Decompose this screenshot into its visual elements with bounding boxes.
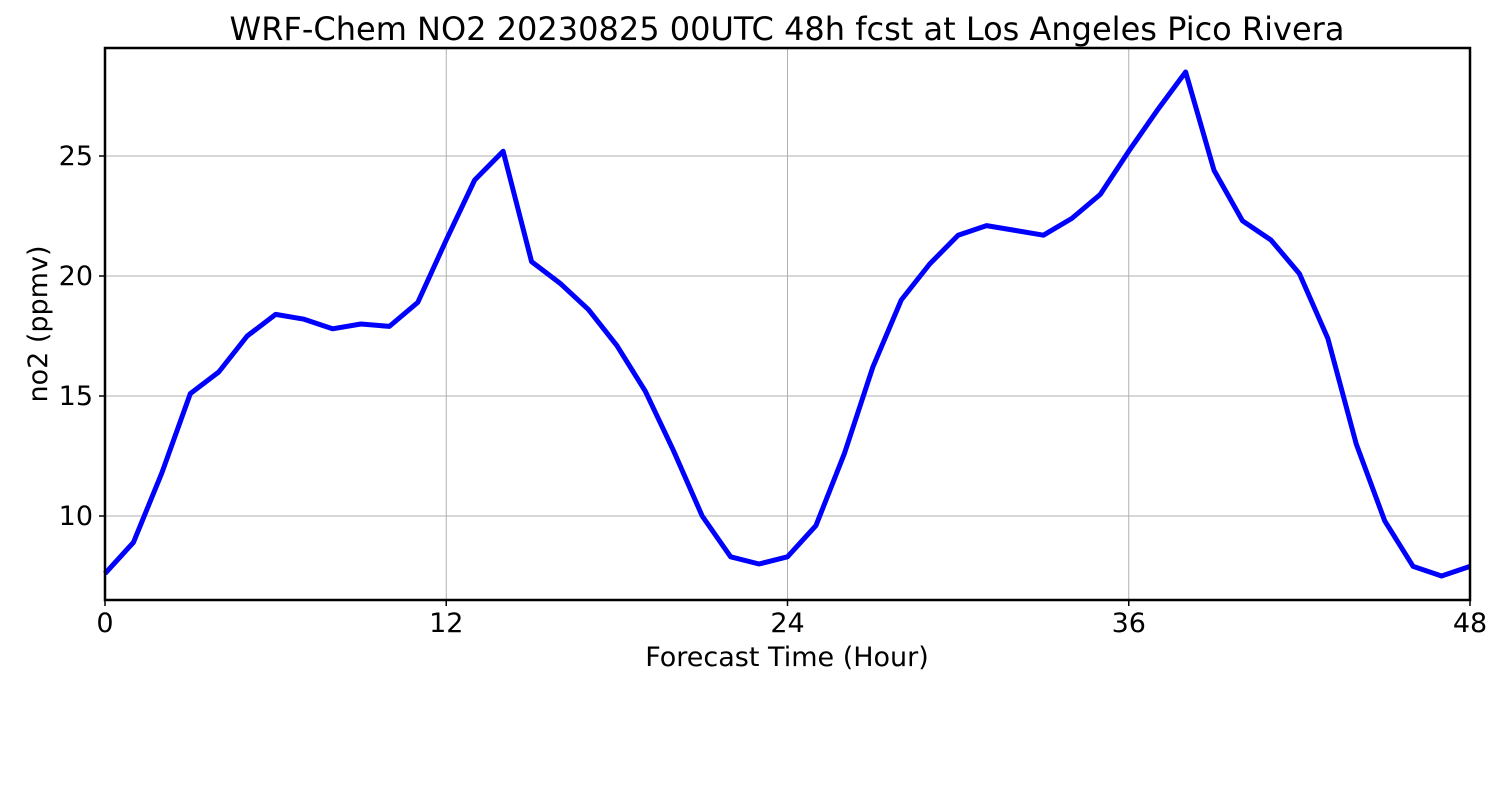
series-layer bbox=[103, 69, 1471, 579]
y-axis-label: no2 (ppmv) bbox=[23, 245, 54, 402]
y-tick-label: 25 bbox=[59, 141, 93, 172]
x-tick-label: 12 bbox=[429, 608, 463, 639]
x-tick-label: 36 bbox=[1112, 608, 1146, 639]
axis-ticks: 0 12 24 36 48 10 15 20 25 bbox=[59, 141, 1488, 639]
x-tick-label: 48 bbox=[1453, 608, 1487, 639]
y-tick-label: 10 bbox=[59, 501, 93, 532]
y-tick-label: 15 bbox=[59, 381, 93, 412]
y-tick-label: 20 bbox=[59, 261, 93, 292]
plot-frame bbox=[103, 46, 1472, 602]
grid bbox=[105, 48, 1470, 600]
x-axis-label: Forecast Time (Hour) bbox=[645, 642, 929, 673]
chart-title: WRF-Chem NO2 20230825 00UTC 48h fcst at … bbox=[230, 10, 1345, 48]
x-tick-label: 24 bbox=[770, 608, 804, 639]
series-line bbox=[103, 69, 1471, 579]
x-tick-label: 0 bbox=[96, 608, 113, 639]
